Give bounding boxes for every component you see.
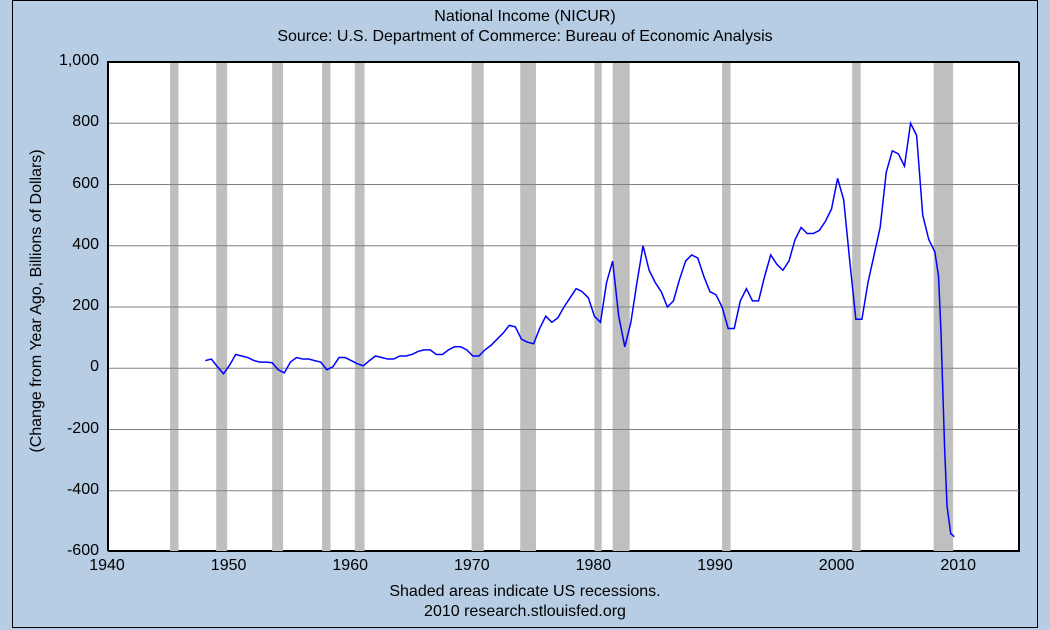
x-tick-label: 1950 — [211, 557, 247, 575]
chart-title: National Income (NICUR) — [13, 8, 1037, 26]
chart-title-block: National Income (NICUR) Source: U.S. Dep… — [13, 8, 1037, 46]
data-line — [205, 123, 954, 536]
x-tick-label: 2010 — [940, 557, 976, 575]
chart-frame: National Income (NICUR) Source: U.S. Dep… — [12, 0, 1038, 628]
footer-note: Shaded areas indicate US recessions. — [13, 583, 1037, 601]
x-tick-label: 1940 — [89, 557, 125, 575]
y-tick-label: -200 — [49, 420, 99, 438]
plot-area — [107, 61, 1019, 551]
y-tick-label: 200 — [49, 297, 99, 315]
x-tick-label: 1960 — [332, 557, 368, 575]
y-tick-label: 0 — [49, 358, 99, 376]
footer-source: 2010 research.stlouisfed.org — [13, 603, 1037, 621]
x-tick-label: 1990 — [697, 557, 733, 575]
y-tick-label: 600 — [49, 175, 99, 193]
x-tick-label: 1980 — [576, 557, 612, 575]
chart-footer: Shaded areas indicate US recessions. 201… — [13, 583, 1037, 621]
y-tick-label: -400 — [49, 481, 99, 499]
y-tick-label: 400 — [49, 236, 99, 254]
x-tick-label: 2000 — [819, 557, 855, 575]
y-axis-label: (Change from Year Ago, Billions of Dolla… — [28, 149, 46, 452]
y-tick-label: 1,000 — [49, 52, 99, 70]
x-tick-label: 1970 — [454, 557, 490, 575]
y-tick-label: 800 — [49, 113, 99, 131]
chart-subtitle: Source: U.S. Department of Commerce: Bur… — [13, 28, 1037, 46]
